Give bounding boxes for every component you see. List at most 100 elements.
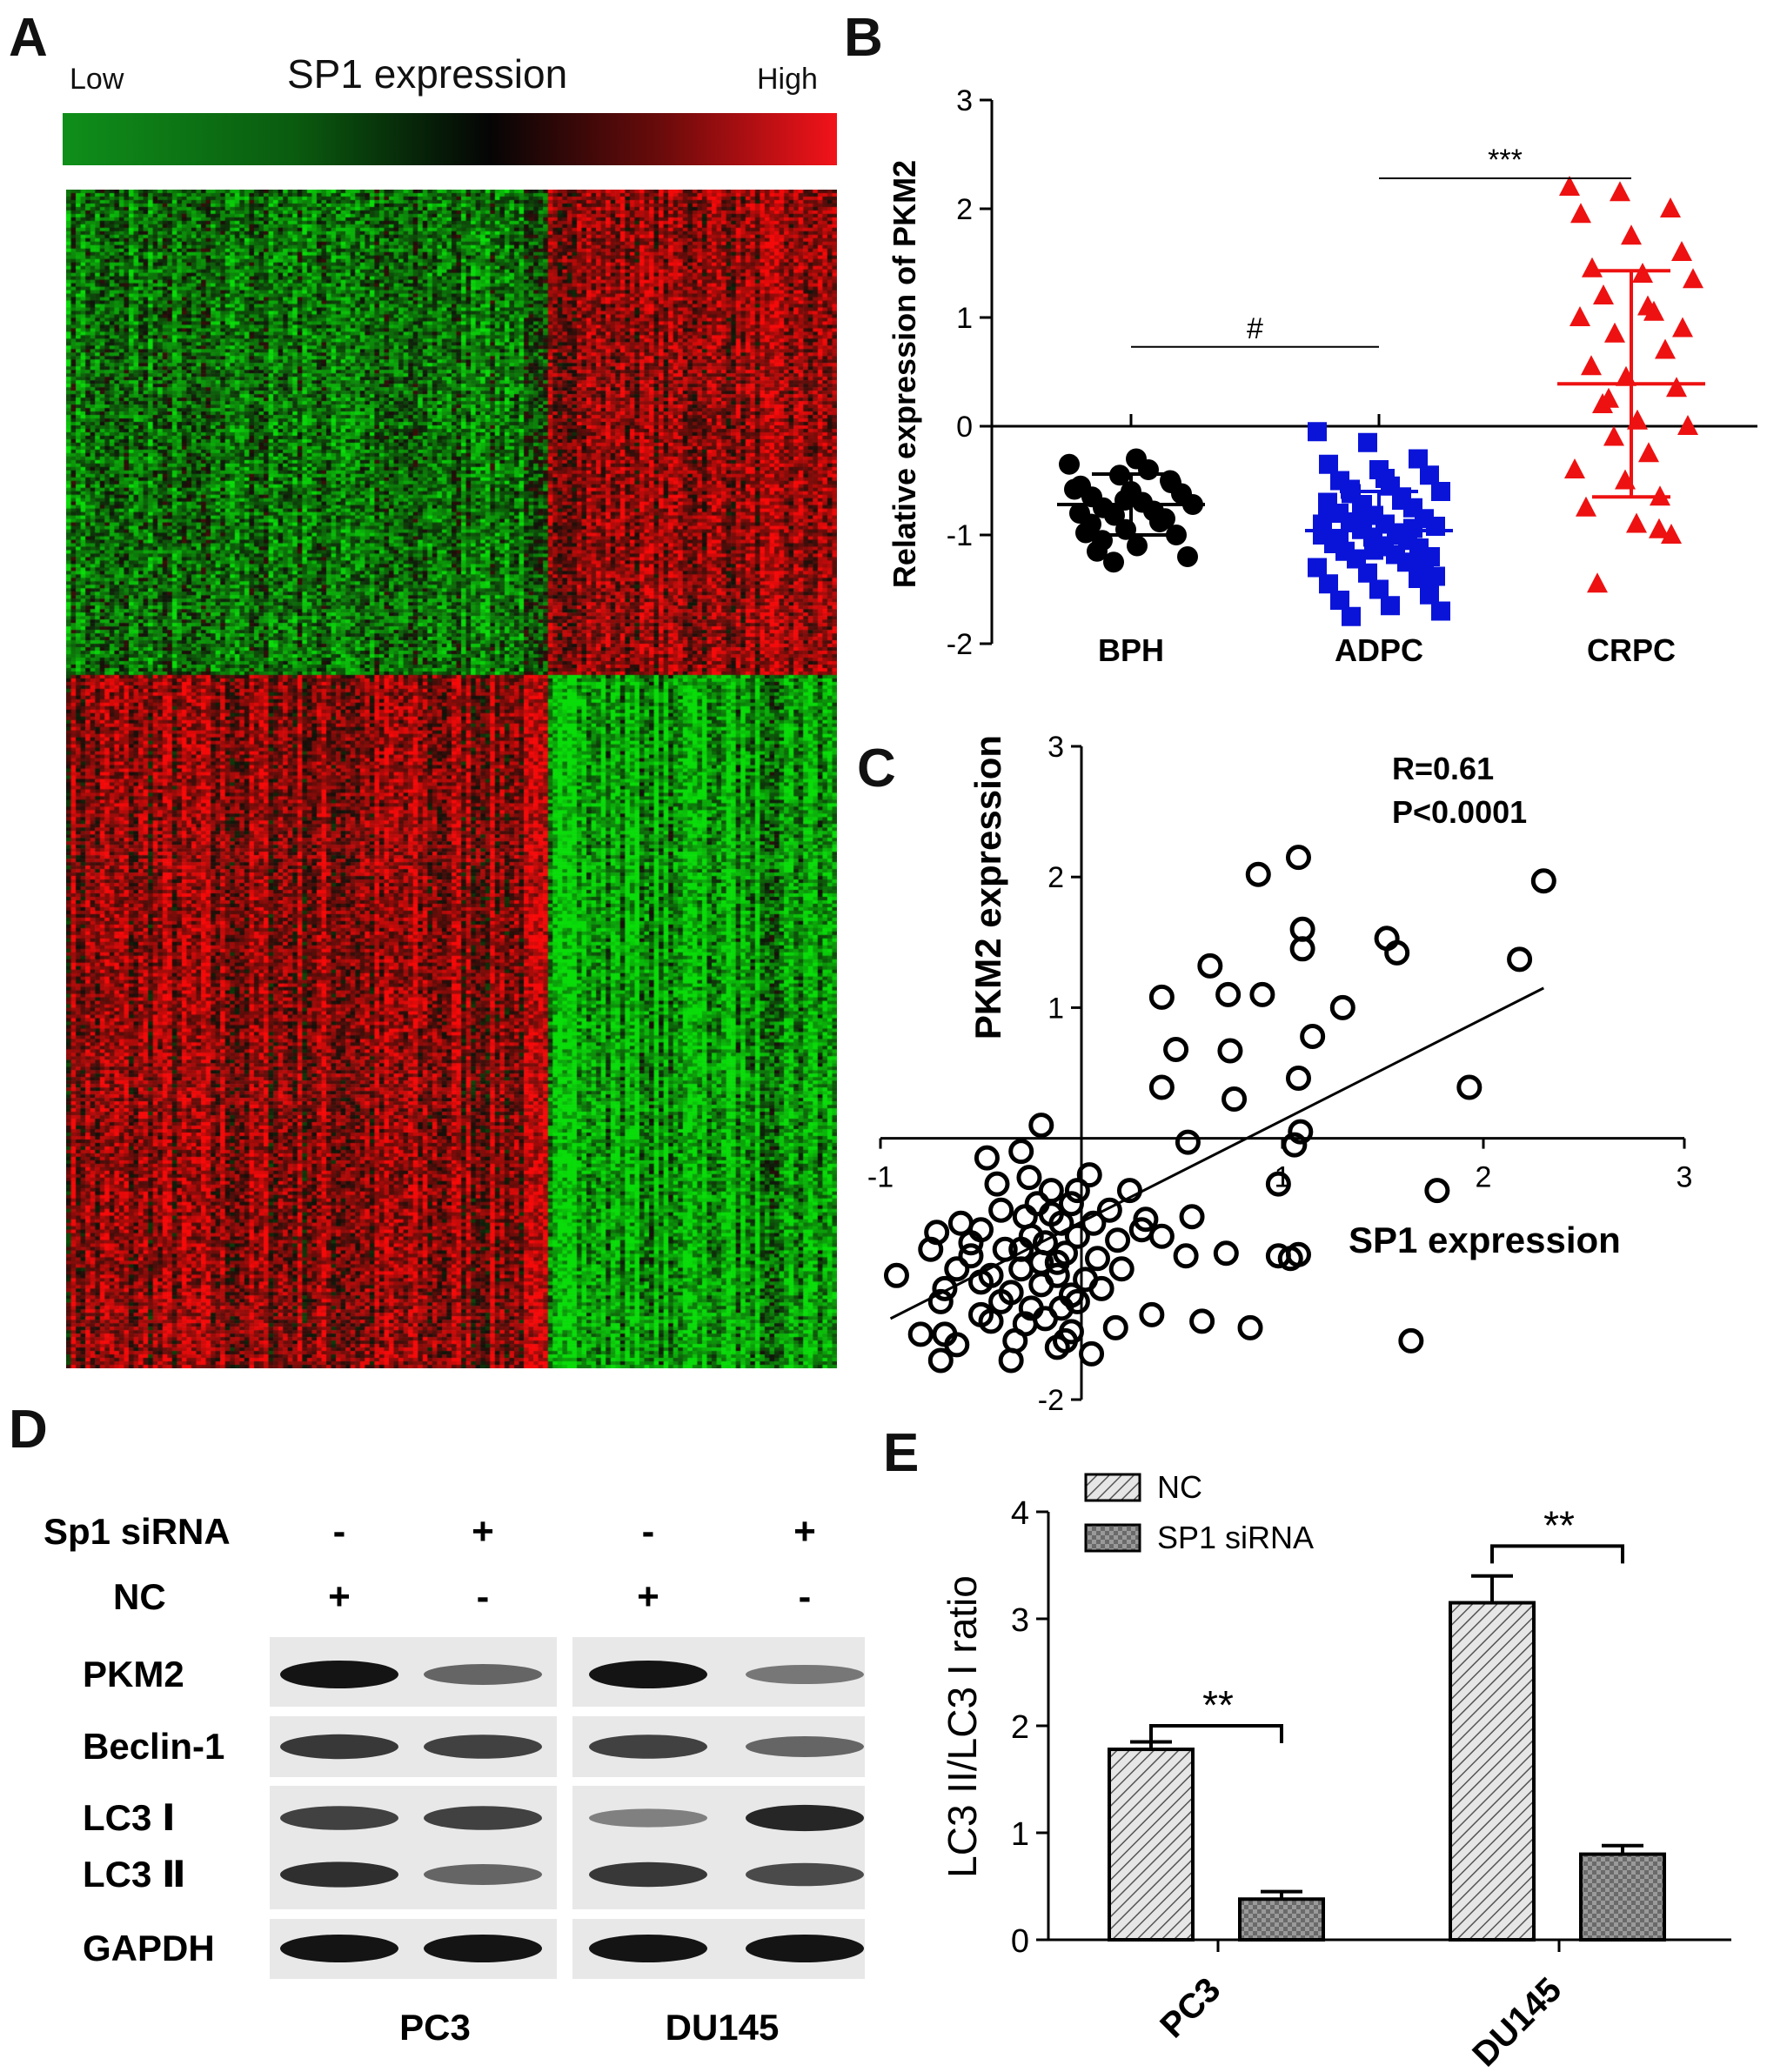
y-axis-label: PKM2 expression xyxy=(967,735,1008,1039)
data-point xyxy=(1300,1023,1326,1049)
data-point xyxy=(1016,1165,1042,1191)
data-point xyxy=(1381,596,1400,616)
y-tick-label: 3 xyxy=(956,84,973,117)
data-point xyxy=(1076,1162,1102,1188)
data-point xyxy=(1319,454,1338,474)
blot-band xyxy=(746,1804,864,1832)
x-category-label: CRPC xyxy=(1587,632,1676,668)
data-point xyxy=(1398,1327,1424,1353)
blot-band xyxy=(589,1808,707,1828)
data-point xyxy=(1598,387,1619,408)
data-point xyxy=(1671,241,1692,261)
data-point xyxy=(1392,491,1411,510)
y-axis-label: LC3 II/LC3 I ratio xyxy=(940,1575,985,1878)
data-point xyxy=(1064,478,1085,500)
data-point xyxy=(907,1321,934,1347)
blot-band xyxy=(424,1734,542,1759)
x-category-label: PC3 xyxy=(1153,1970,1228,2045)
blot-band xyxy=(424,1664,542,1685)
data-point xyxy=(1096,1197,1122,1223)
blot-condition-sign: - xyxy=(333,1510,346,1553)
panel-label-a: A xyxy=(9,8,48,68)
blot-row-label: LC3 Ⅰ xyxy=(83,1797,176,1838)
data-point xyxy=(1008,1139,1034,1165)
data-point xyxy=(1222,1086,1248,1113)
blot-band xyxy=(746,1935,864,1962)
data-point xyxy=(1285,1066,1311,1092)
data-point xyxy=(1108,1256,1134,1282)
significance-label: *** xyxy=(1488,144,1523,177)
blot-band xyxy=(280,1861,398,1888)
data-point xyxy=(1637,295,1658,316)
data-point xyxy=(1148,984,1175,1010)
data-point xyxy=(1161,472,1181,493)
data-point xyxy=(1104,505,1125,526)
data-point xyxy=(927,1347,954,1374)
data-point xyxy=(1420,585,1439,605)
blot-band xyxy=(280,1734,398,1760)
x-axis-label: SP1 expression xyxy=(1349,1220,1621,1260)
data-point xyxy=(1064,1223,1090,1249)
data-point xyxy=(1058,1191,1084,1217)
data-point xyxy=(1059,453,1080,475)
data-point xyxy=(1163,1036,1189,1062)
data-point xyxy=(1028,1113,1054,1139)
blot-band xyxy=(589,1661,707,1688)
data-point xyxy=(1587,572,1608,593)
cell-line-label: DU145 xyxy=(666,2007,780,2048)
data-point xyxy=(1403,518,1422,538)
data-point xyxy=(1369,579,1389,599)
data-point xyxy=(1103,551,1124,573)
data-point xyxy=(1384,939,1410,966)
data-point xyxy=(1341,479,1360,499)
data-point xyxy=(1245,861,1271,887)
y-tick-label: 0 xyxy=(956,411,973,444)
data-point xyxy=(883,1262,909,1288)
correlation-r: R=0.61 xyxy=(1392,751,1494,786)
data-point xyxy=(1175,1129,1201,1155)
blot-condition-label: Sp1 siRNA xyxy=(44,1511,231,1552)
data-point xyxy=(1084,1246,1110,1272)
data-point xyxy=(1352,497,1371,517)
blot-condition-sign: - xyxy=(477,1575,490,1618)
legend-label: SP1 siRNA xyxy=(1157,1520,1314,1555)
data-point xyxy=(1358,563,1377,583)
data-point xyxy=(1087,540,1108,562)
blot-band xyxy=(280,1935,398,1962)
data-point xyxy=(1626,512,1647,533)
data-point xyxy=(1330,591,1349,610)
data-point xyxy=(1409,449,1428,469)
x-category-label: DU145 xyxy=(1465,1970,1569,2072)
data-point xyxy=(1329,994,1355,1020)
legend-label: NC xyxy=(1157,1469,1202,1505)
y-tick-label: 1 xyxy=(1011,1816,1029,1853)
data-point xyxy=(1285,845,1311,871)
data-point xyxy=(1213,1240,1239,1267)
data-point xyxy=(1559,176,1580,196)
y-tick-label: 3 xyxy=(1011,1602,1029,1639)
y-axis-label: Relative expression of PKM2 xyxy=(887,160,922,588)
data-point xyxy=(1282,1132,1308,1158)
data-point xyxy=(1249,981,1275,1007)
data-point xyxy=(1660,197,1681,217)
data-point xyxy=(1064,1288,1090,1314)
blot-row-label: PKM2 xyxy=(83,1654,184,1694)
blot-band xyxy=(280,1661,398,1688)
data-point xyxy=(1397,552,1416,572)
data-point xyxy=(988,1197,1014,1223)
correlation-p: P<0.0001 xyxy=(1392,794,1527,830)
data-point xyxy=(1564,458,1585,478)
data-point xyxy=(1424,1178,1450,1204)
x-category-label: BPH xyxy=(1098,632,1164,668)
x-tick-label: 2 xyxy=(1476,1161,1492,1194)
data-point xyxy=(1024,1191,1050,1217)
data-point xyxy=(984,1171,1010,1197)
data-point xyxy=(1288,1119,1314,1145)
significance-bracket xyxy=(1490,1544,1624,1564)
heatmap-color-scale xyxy=(63,113,837,165)
significance-label: ** xyxy=(1543,1502,1575,1547)
data-point xyxy=(998,1347,1024,1374)
data-point xyxy=(1073,1267,1099,1293)
data-point xyxy=(1127,535,1148,557)
